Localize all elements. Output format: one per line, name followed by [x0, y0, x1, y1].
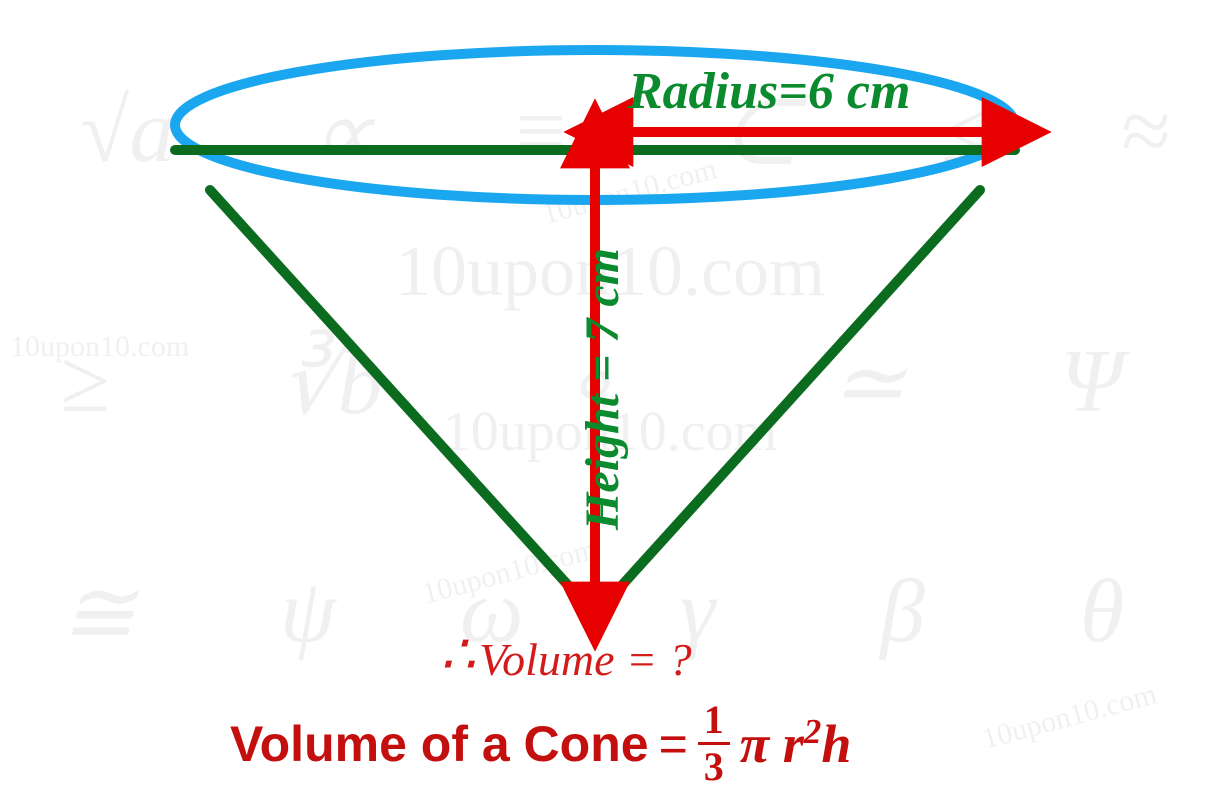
height-label: Height = 7 cm [575, 248, 630, 530]
volume-formula: Volume of a Cone = 1 3 π r2h [230, 700, 851, 787]
formula-fraction: 1 3 [698, 700, 730, 787]
fraction-denominator: 3 [698, 745, 730, 787]
therefore-symbol: ∴ [440, 623, 475, 687]
volume-question: Volume = ? [479, 634, 691, 685]
cone-side-right [595, 190, 980, 615]
diagram-stage: √a ∝ ≡ ∈ ≤ ≈ ≥ ∛b ∘ ≃ Ψ ≅ ψ ω γ β θ 10up… [0, 0, 1220, 800]
formula-lhs: Volume of a Cone [230, 715, 649, 773]
cone-side-left [210, 190, 595, 615]
formula-equals: = [659, 715, 688, 773]
formula-rhs: π r2h [740, 712, 852, 775]
volume-label: ∴Volume = ? [440, 625, 692, 689]
radius-label: Radius=6 cm [628, 62, 910, 121]
fraction-numerator: 1 [698, 700, 730, 745]
